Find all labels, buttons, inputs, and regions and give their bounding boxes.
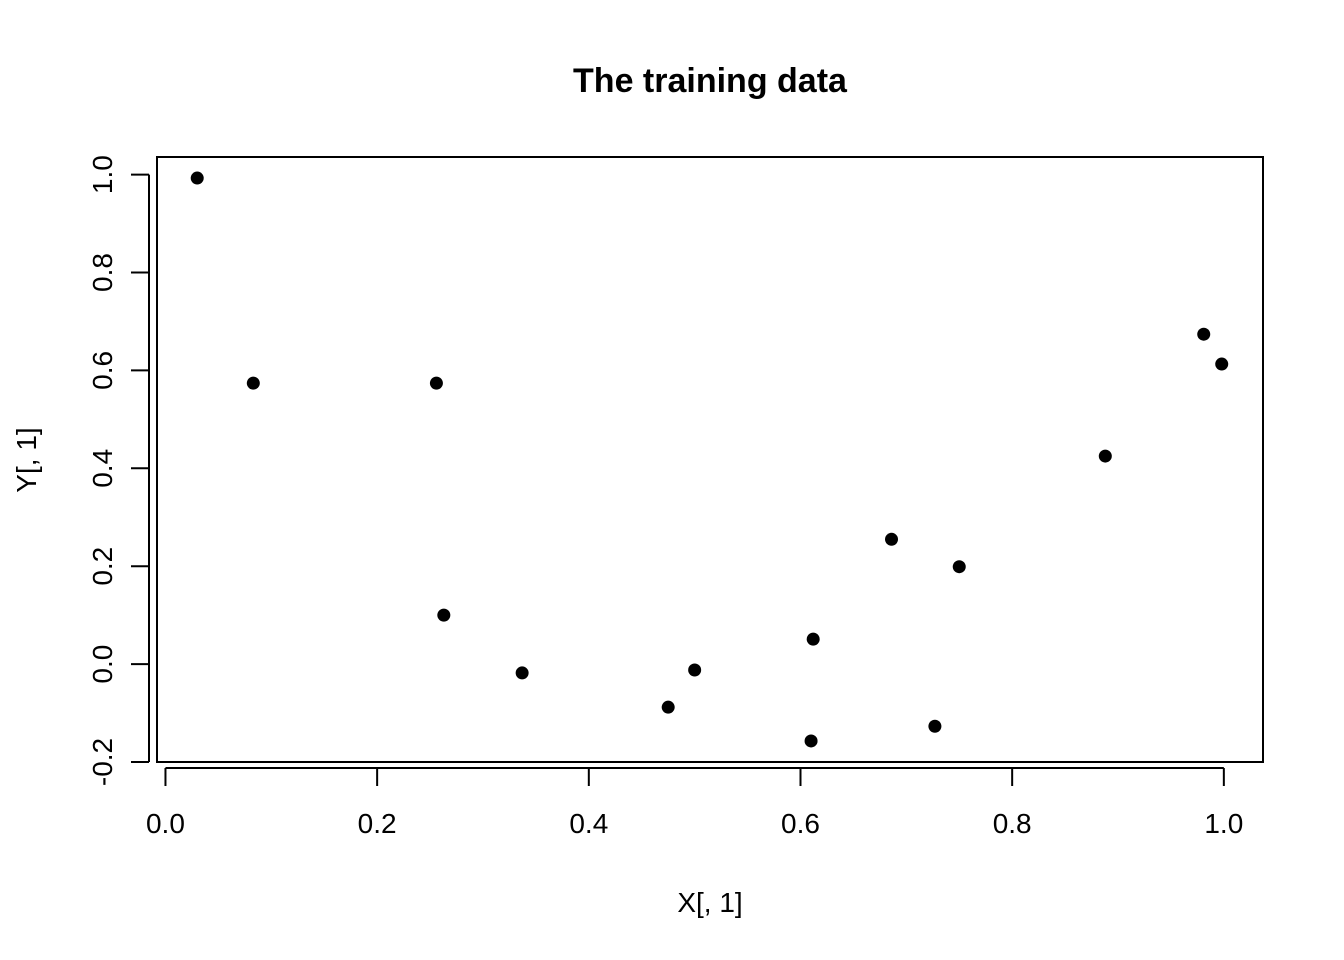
x-axis: 0.0 0.2 0.4 0.6 0.8 1.0: [146, 767, 1243, 839]
y-tick-label: 0.4: [87, 449, 118, 488]
data-point: [952, 560, 966, 574]
y-tick-label: 0.0: [87, 645, 118, 684]
data-point: [1197, 327, 1211, 341]
y-tick-label: 0.8: [87, 253, 118, 292]
y-axis: -0.2 0.0 0.2 0.4 0.6 0.8 1.0: [87, 155, 150, 786]
data-point: [515, 666, 529, 680]
data-point: [661, 700, 675, 714]
x-tick-label: 0.6: [781, 808, 820, 839]
data-point: [885, 532, 899, 546]
data-point: [1098, 449, 1112, 463]
x-tick-label: 1.0: [1204, 808, 1243, 839]
data-point: [804, 734, 818, 748]
data-point: [928, 719, 942, 733]
x-tick-label: 0.2: [358, 808, 397, 839]
data-point: [437, 608, 451, 622]
data-point: [806, 632, 820, 646]
x-axis-label: X[, 1]: [677, 887, 742, 918]
y-tick-label: 1.0: [87, 155, 118, 194]
data-point: [688, 663, 702, 677]
y-tick-label: -0.2: [87, 738, 118, 786]
x-tick-label: 0.8: [993, 808, 1032, 839]
y-tick-label: 0.6: [87, 351, 118, 390]
data-point: [190, 171, 204, 185]
data-point: [246, 376, 260, 390]
plot-frame: [156, 156, 1264, 763]
data-point: [429, 376, 443, 390]
y-axis-label: Y[, 1]: [11, 427, 42, 492]
x-tick-label: 0.0: [146, 808, 185, 839]
chart-title: The training data: [573, 62, 848, 100]
x-tick-label: 0.4: [569, 808, 608, 839]
data-points: [190, 171, 1229, 748]
data-point: [1215, 357, 1229, 371]
y-tick-label: 0.2: [87, 547, 118, 586]
